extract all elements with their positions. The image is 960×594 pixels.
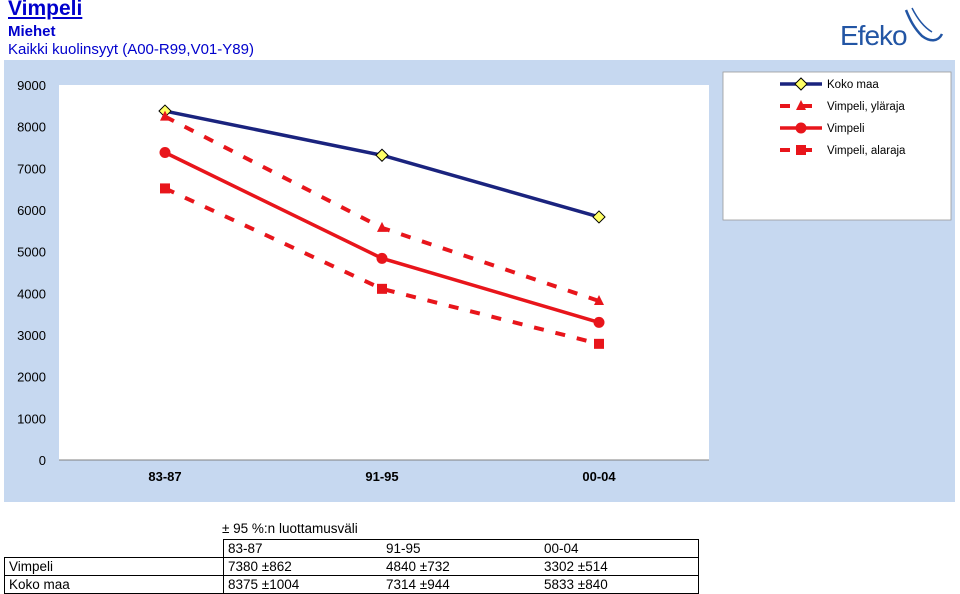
x-tick-label: 83-87 — [148, 469, 181, 484]
row-label: Koko maa — [4, 575, 224, 594]
chart-legend: Koko maa Vimpeli, yläraja Vimpeli Vimpeli, … — [722, 71, 952, 221]
y-tick-label: 3000 — [17, 328, 46, 343]
data-point — [592, 210, 606, 224]
y-tick-label: 2000 — [17, 370, 46, 385]
y-tick-label: 5000 — [17, 245, 46, 260]
legend-marker — [796, 145, 806, 155]
logo-text: Efeko — [840, 20, 908, 51]
cause-of-death-label: Kaikki kuolinsyyt (A00-R99,V01-Y89) — [8, 41, 254, 58]
confidence-table: 83-87 91-95 00-04 Vimpeli 7380 ±862 4840… — [4, 539, 699, 594]
data-point — [375, 148, 389, 162]
series-square-group — [160, 183, 604, 349]
table-header-row: 83-87 91-95 00-04 — [5, 539, 699, 558]
plot-area — [59, 85, 709, 460]
table-cell: 3302 ±514 — [540, 557, 699, 576]
y-tick-label: 1000 — [17, 411, 46, 426]
legend-label: Koko maa — [827, 79, 879, 91]
page-title: Vimpeli — [8, 0, 83, 20]
table-row: Koko maa 8375 ±1004 7314 ±944 5833 ±840 — [4, 575, 699, 594]
table-cell: 8375 ±1004 — [223, 575, 382, 594]
table-row: Vimpeli 7380 ±862 4840 ±732 3302 ±514 — [4, 557, 699, 576]
efeko-logo: Efeko — [840, 4, 950, 54]
table-cell: 4840 ±732 — [382, 557, 540, 576]
series-circle-group — [159, 147, 605, 328]
page-subtitle: Miehet — [8, 23, 56, 40]
legend-box — [722, 71, 952, 221]
data-point — [160, 110, 170, 121]
y-tick-label: 4000 — [17, 286, 46, 301]
column-header: 83-87 — [223, 539, 382, 558]
data-point — [594, 338, 604, 349]
legend-marker — [796, 100, 806, 110]
data-point — [593, 316, 605, 328]
y-tick-label: 7000 — [17, 161, 46, 176]
logo-swoosh-icon — [904, 7, 944, 42]
y-tick-label: 0 — [39, 453, 46, 468]
y-tick-label: 8000 — [17, 120, 46, 135]
y-tick-label: 6000 — [17, 203, 46, 218]
row-label: Vimpeli — [4, 557, 224, 576]
legend-label: Vimpeli, yläraja — [827, 101, 905, 113]
table-cell: 7380 ±862 — [223, 557, 382, 576]
column-header: 91-95 — [382, 539, 540, 558]
legend-label: Vimpeli — [827, 123, 865, 135]
data-point — [376, 252, 388, 264]
legend-label: Vimpeli, alaraja — [827, 145, 906, 157]
x-tick-label: 91-95 — [365, 469, 398, 484]
data-point — [377, 221, 387, 232]
column-header: 00-04 — [540, 539, 699, 558]
data-point — [377, 283, 387, 294]
table-cell: 7314 ±944 — [382, 575, 540, 594]
series-triangle-group — [160, 110, 604, 305]
table-cell: 5833 ±840 — [540, 575, 699, 594]
x-tick-label: 00-04 — [582, 469, 616, 484]
legend-marker — [795, 122, 807, 134]
data-point — [160, 183, 170, 194]
mortality-line-chart: 0 1000 2000 3000 4000 5000 6000 7000 8000 9000 83… — [0, 60, 960, 504]
data-point — [159, 147, 171, 158]
y-tick-label: 9000 — [17, 78, 46, 93]
data-point — [594, 295, 604, 305]
confidence-interval-caption: ± 95 %:n luottamusväli — [222, 521, 358, 536]
legend-marker — [794, 77, 808, 91]
